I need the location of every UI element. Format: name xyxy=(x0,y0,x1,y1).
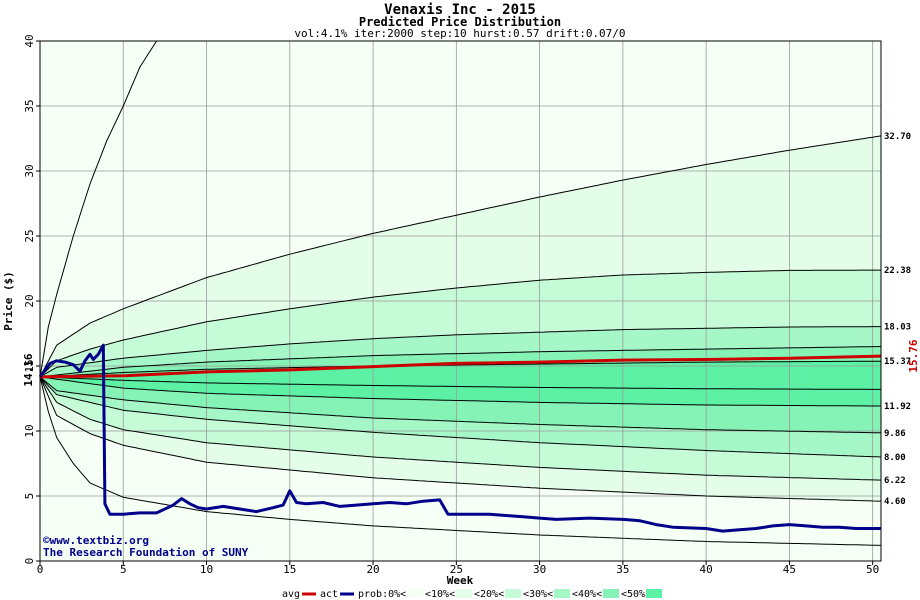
x-tick-label: 25 xyxy=(450,563,463,576)
percentile-curve xyxy=(39,360,881,378)
credit-website: ©www.textbiz.org xyxy=(43,534,149,547)
percentile-curve xyxy=(39,269,881,378)
percentile-end-label: 18.03 xyxy=(884,323,911,333)
percentile-curve xyxy=(39,376,882,458)
credit-organization: The Research Foundation of SUNY xyxy=(43,546,249,559)
chart-parameters: vol:4.1% iter:2000 step:10 hurst:0.57 dr… xyxy=(294,27,625,40)
legend-color-swatch xyxy=(646,589,662,598)
y-tick-label: 40 xyxy=(23,34,36,47)
y-tick-label: 10 xyxy=(23,424,36,437)
legend-label: act xyxy=(320,589,338,600)
legend-label: <50% xyxy=(621,589,645,600)
probability-band xyxy=(40,361,881,406)
percentile-end-label: 9.86 xyxy=(884,429,906,439)
legend-label: avg xyxy=(282,589,300,600)
legend-color-swatch xyxy=(456,589,472,598)
legend-label: <20%< xyxy=(474,589,504,600)
chart-subtitle: Predicted Price Distribution xyxy=(359,15,561,29)
legend-label: <30%< xyxy=(523,589,553,600)
avg-series-line xyxy=(39,354,882,379)
x-tick-label: 15 xyxy=(283,563,296,576)
percentile-curves xyxy=(39,40,882,546)
actual-last-price-label: 15.76 xyxy=(907,339,920,372)
percentile-end-label: 8.00 xyxy=(884,453,906,463)
x-tick-label: 5 xyxy=(120,563,127,576)
percentile-curve xyxy=(39,376,882,546)
percentile-end-labels: 32.70 22.38 18.03 15.37 11.92 9.86 8.00 6.22 4.6… xyxy=(884,132,911,507)
legend-label: prob:0%< xyxy=(358,589,406,600)
legend-color-swatch xyxy=(603,589,619,598)
percentile-curve xyxy=(39,135,882,378)
y-tick-label: 25 xyxy=(23,229,36,242)
percentile-end-label: 11.92 xyxy=(884,402,911,412)
legend-color-swatch xyxy=(505,589,521,598)
percentile-curve xyxy=(39,326,881,378)
x-tick-label: 50 xyxy=(866,563,879,576)
percentile-end-label: 15.37 xyxy=(884,357,911,367)
percentile-curve xyxy=(39,376,881,407)
x-tick-label: 10 xyxy=(200,563,213,576)
chart-legend: avg act prob:0%< <10%< <20%< <30%< <40%< <50% xyxy=(282,589,662,600)
percentile-end-label: 32.70 xyxy=(884,132,911,142)
percentile-end-label: 4.60 xyxy=(884,497,906,507)
percentile-curve xyxy=(39,376,882,434)
legend-color-swatch xyxy=(554,589,570,598)
x-tick-label: 45 xyxy=(783,563,796,576)
x-tick-label: 20 xyxy=(366,563,379,576)
y-tick-label: 15 xyxy=(23,359,36,372)
percentile-end-label: 6.22 xyxy=(884,476,906,486)
x-tick-label: 35 xyxy=(616,563,629,576)
y-tick-label: 35 xyxy=(23,99,36,112)
x-tick-label: 40 xyxy=(700,563,713,576)
x-tick-label: 0 xyxy=(37,563,44,576)
percentile-curve xyxy=(39,376,882,502)
y-tick-label: 30 xyxy=(23,164,36,177)
legend-color-swatch xyxy=(407,589,423,598)
y-tick-label: 0 xyxy=(23,558,36,565)
percentile-curve xyxy=(39,376,881,390)
x-tick-label: 30 xyxy=(533,563,546,576)
price-series xyxy=(38,343,882,533)
percentile-curve xyxy=(39,376,882,481)
x-axis-label: Week xyxy=(447,574,474,587)
x-axis-ticks: 0 5 10 15 20 25 30 35 40 45 50 xyxy=(37,561,879,576)
percentile-curve xyxy=(39,40,158,377)
y-tick-label: 5 xyxy=(23,493,36,500)
legend-label: <10%< xyxy=(425,589,455,600)
percentile-end-label: 22.38 xyxy=(884,266,911,276)
y-tick-label: 20 xyxy=(23,294,36,307)
act-series-line xyxy=(38,343,881,533)
legend-label: <40%< xyxy=(572,589,602,600)
percentile-curve xyxy=(39,346,882,378)
y-axis-ticks: 0 5 10 15 20 25 30 35 40 xyxy=(23,34,40,564)
y-axis-label: Price ($) xyxy=(2,271,15,331)
start-price-label: 14.16 xyxy=(22,353,35,386)
chart-title: Venaxis Inc - 2015 xyxy=(384,2,536,18)
grid-lines xyxy=(40,41,881,561)
